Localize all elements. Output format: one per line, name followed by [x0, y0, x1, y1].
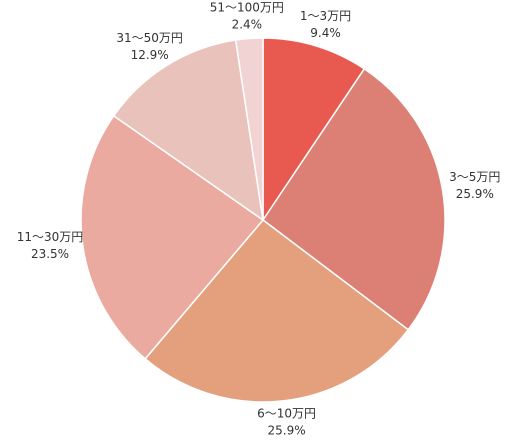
value-label: 12.9%	[131, 48, 169, 62]
pie-slice	[80, 114, 265, 360]
slice-label: 31～50万円	[116, 31, 183, 45]
value-label: 9.4%	[310, 26, 341, 40]
value-label: 23.5%	[31, 247, 69, 261]
value-label: 25.9%	[268, 424, 306, 438]
pie-slice	[261, 67, 446, 331]
value-label: 25.9%	[456, 187, 494, 201]
slice-label: 3～5万円	[449, 170, 500, 184]
slice-label: 11～30万円	[17, 230, 84, 244]
slice-label: 51～100万円	[210, 1, 284, 15]
value-label: 2.4%	[232, 18, 263, 32]
slice-label: 1～3万円	[300, 9, 351, 23]
pie-slice	[262, 37, 366, 223]
pie-slice	[234, 37, 264, 221]
pie-slice	[112, 39, 265, 222]
pie-slice	[144, 218, 410, 403]
slice-label: 6～10万円	[257, 407, 316, 421]
